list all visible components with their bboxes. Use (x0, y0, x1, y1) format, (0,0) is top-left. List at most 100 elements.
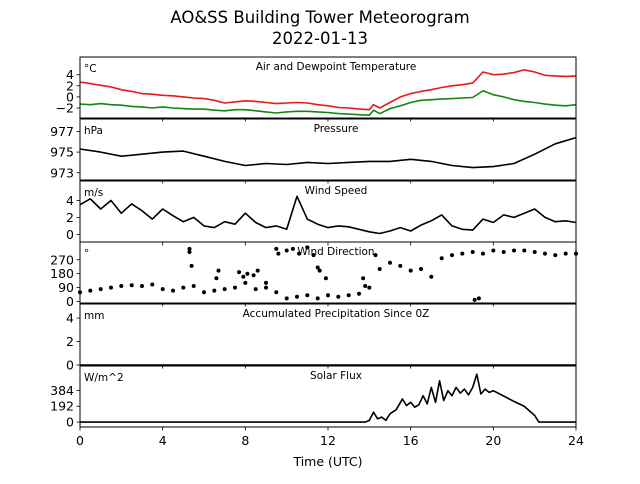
wind-direction-point (253, 287, 258, 292)
wind-direction-point (181, 285, 186, 290)
wind-speed-ytick-label: 0 (66, 227, 74, 242)
wind-direction-point (189, 263, 194, 268)
wind-direction-point (439, 256, 444, 261)
wind-direction-point (245, 271, 250, 276)
wind-direction-point (377, 267, 382, 271)
wind-direction-point (373, 253, 378, 258)
wind-direction-point (241, 274, 246, 279)
accumulated-precipitation-since-0z-ytick-label: 4 (66, 311, 74, 326)
wind-direction-point (326, 293, 330, 298)
figure-date: 2022-01-13 (272, 29, 368, 48)
wind-direction-point (295, 294, 299, 299)
wind-direction-point (237, 270, 242, 275)
air-and-dewpoint-temperature-ytick-label: −2 (56, 101, 74, 116)
wind-direction-point (336, 294, 341, 299)
wind-direction-point (264, 285, 268, 290)
pressure-unit-label: hPa (84, 125, 103, 137)
x-tick-label: 24 (568, 433, 584, 448)
wind-direction-point (276, 251, 281, 256)
wind-direction-point (297, 251, 302, 256)
wind-direction-panel-title: Wind Direction (297, 246, 374, 258)
wind-direction-point (553, 253, 558, 258)
accumulated-precipitation-since-0z-ytick-label: 2 (66, 334, 74, 349)
wind-direction-point (222, 287, 227, 292)
x-tick-label: 8 (241, 433, 249, 448)
wind-direction-point (323, 276, 328, 281)
wind-direction-point (315, 265, 320, 270)
wind-direction-point (88, 288, 93, 293)
air-and-dewpoint-temperature-panel-title: Air and Dewpoint Temperature (256, 61, 417, 73)
wind-direction-point (305, 293, 310, 298)
wind-direction-point (317, 268, 322, 273)
pressure-ytick-label: 973 (50, 165, 74, 180)
wind-direction-point (476, 296, 481, 301)
wind-direction-point (367, 285, 372, 290)
wind-speed-wind_speed-line (79, 195, 577, 235)
wind-direction-unit-label: ° (84, 248, 89, 260)
wind-speed-ytick-label: 2 (66, 210, 74, 225)
accumulated-precipitation-since-0z-ytick-label: 0 (66, 358, 74, 373)
air-and-dewpoint-temperature-ytick-label: 2 (66, 78, 74, 93)
wind-direction-point (346, 293, 351, 298)
air-and-dewpoint-temperature-ytick-label: 4 (66, 67, 74, 82)
air-and-dewpoint-temperature-dew-line (79, 90, 577, 116)
wind-direction-point (216, 268, 221, 273)
air-and-dewpoint-temperature-ytick-label: 0 (66, 89, 74, 104)
wind-direction-point (284, 248, 289, 253)
wind-direction-point (160, 287, 165, 292)
wind-direction-point (140, 284, 144, 288)
solar-flux-ytick-label: 384 (50, 383, 74, 398)
wind-direction-point (532, 250, 537, 254)
wind-direction-point (361, 276, 366, 281)
wind-direction-point (481, 251, 485, 256)
wind-direction-ytick-label: 270 (50, 252, 74, 267)
solar-flux-ytick-label: 192 (50, 399, 74, 414)
wind-direction-point (255, 268, 260, 273)
x-tick-label: 16 (403, 433, 419, 448)
wind-direction-point (408, 268, 413, 273)
pressure-ytick-label: 975 (50, 145, 74, 160)
wind-direction-ytick-label: 0 (66, 294, 74, 309)
x-tick-label: 12 (320, 433, 336, 448)
wind-speed-unit-label: m/s (84, 187, 103, 199)
air-and-dewpoint-temperature-air-line (79, 69, 577, 111)
wind-speed-ytick-label: 4 (66, 193, 74, 208)
figure-title: AO&SS Building Tower Meteorogram (170, 8, 470, 27)
wind-direction-ytick-label: 90 (58, 280, 74, 295)
solar-flux-unit-label: W/m^2 (84, 372, 124, 384)
wind-direction-point (119, 284, 124, 288)
wind-direction-point (187, 250, 192, 254)
wind-direction-point (212, 288, 217, 293)
wind-direction-point (109, 285, 113, 290)
wind-direction-point (419, 267, 423, 271)
x-tick-label: 4 (159, 433, 167, 448)
wind-direction-point (512, 248, 516, 253)
wind-direction-point (284, 296, 289, 301)
wind-direction-point (472, 297, 477, 302)
wind-direction-point (202, 290, 206, 295)
x-tick-label: 0 (76, 433, 84, 448)
wind-direction-point (274, 290, 279, 295)
wind-direction-ytick-label: 180 (50, 266, 74, 281)
solar-flux-panel-title: Solar Flux (310, 370, 362, 382)
wind-direction-point (450, 253, 454, 258)
wind-direction-point (305, 245, 310, 250)
solar-flux-solar-line (80, 373, 576, 423)
pressure-panel-title: Pressure (314, 123, 359, 135)
wind-direction-point (363, 284, 368, 288)
wind-direction-point (243, 280, 248, 285)
wind-direction-point (150, 282, 155, 287)
wind-direction-point (129, 283, 134, 288)
wind-direction-point (315, 296, 320, 301)
pressure-pressure-line (79, 136, 577, 169)
wind-direction-point (311, 253, 316, 258)
accumulated-precipitation-since-0z-panel-title: Accumulated Precipitation Since 0Z (243, 308, 430, 320)
wind-direction-point (460, 251, 465, 256)
wind-direction-point (501, 250, 506, 254)
wind-direction-point (187, 246, 192, 251)
wind-direction-point (214, 276, 219, 281)
wind-direction-point (563, 251, 568, 256)
wind-direction-point (470, 250, 475, 254)
